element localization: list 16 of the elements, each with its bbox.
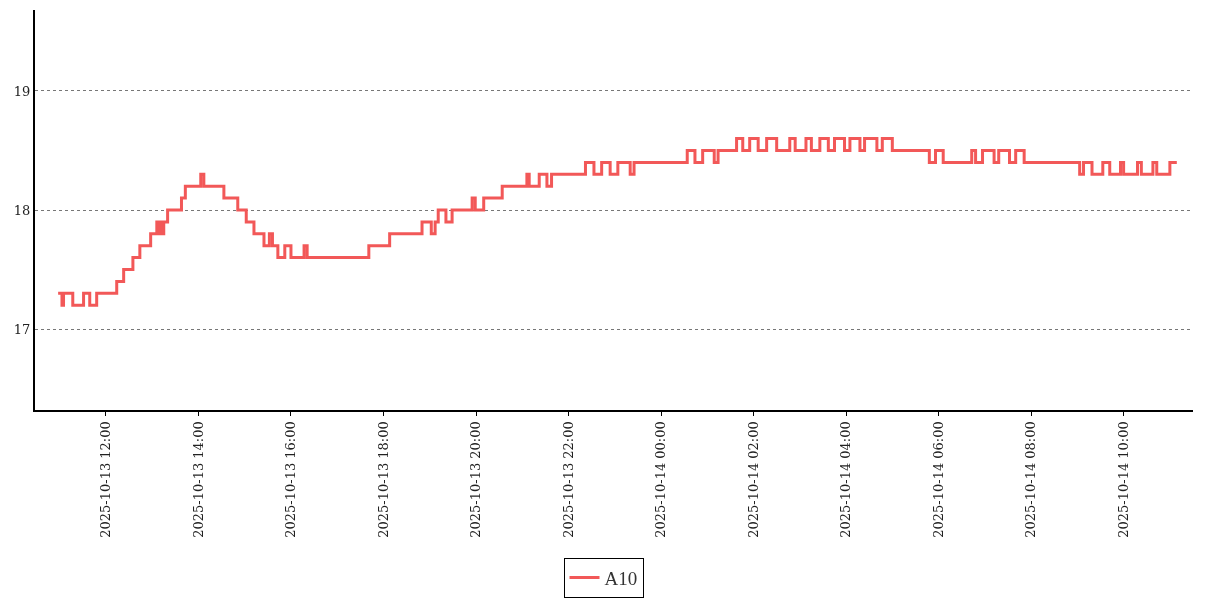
x-tick-label: 2025-10-13 16:00 bbox=[283, 421, 299, 538]
x-tick-label: 2025-10-14 02:00 bbox=[745, 421, 761, 538]
y-tick-label: 17 bbox=[13, 321, 31, 337]
x-tick-label: 2025-10-14 06:00 bbox=[930, 421, 946, 538]
x-tick-label: 2025-10-14 04:00 bbox=[838, 421, 854, 538]
x-tick-label: 2025-10-13 14:00 bbox=[190, 421, 206, 538]
legend-label: A10 bbox=[604, 567, 638, 589]
y-tick-label: 18 bbox=[13, 202, 31, 218]
x-tick-label: 2025-10-14 08:00 bbox=[1023, 421, 1039, 538]
y-tick-label: 19 bbox=[13, 83, 31, 99]
x-tick-label: 2025-10-13 12:00 bbox=[98, 421, 114, 538]
x-tick-label: 2025-10-14 10:00 bbox=[1115, 421, 1131, 538]
x-tick-label: 2025-10-13 20:00 bbox=[468, 421, 484, 538]
x-tick-label: 2025-10-13 18:00 bbox=[375, 421, 391, 538]
x-tick-label: 2025-10-13 22:00 bbox=[560, 421, 576, 538]
x-tick-label: 2025-10-14 00:00 bbox=[653, 421, 669, 538]
